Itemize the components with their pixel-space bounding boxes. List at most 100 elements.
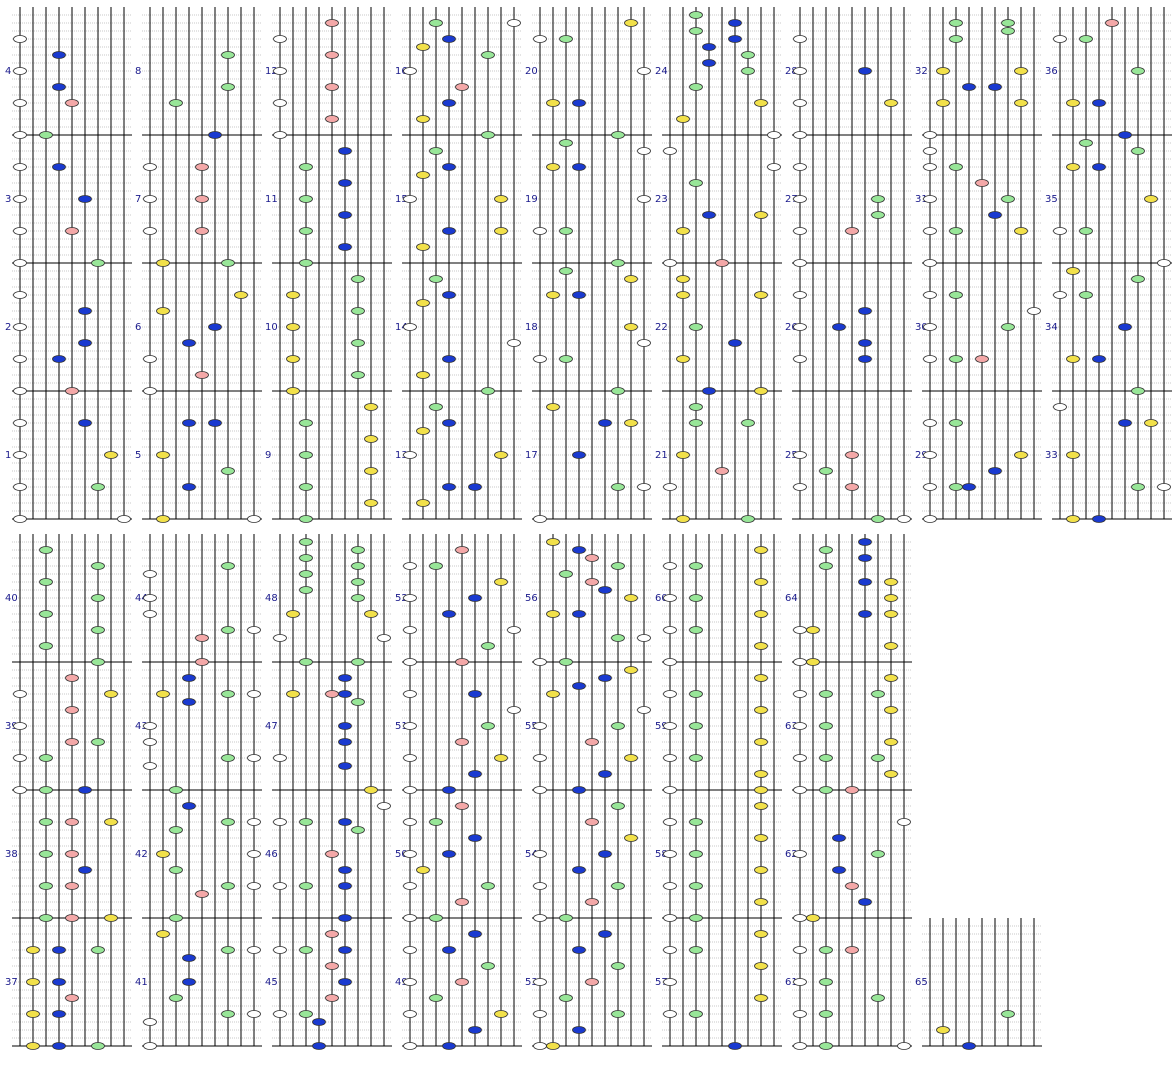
note xyxy=(676,115,690,123)
note xyxy=(221,83,235,91)
measure-number: 33 xyxy=(1045,450,1058,461)
note xyxy=(429,147,443,155)
note xyxy=(39,546,53,554)
note xyxy=(143,738,157,746)
measure-number: 35 xyxy=(1045,194,1058,205)
note xyxy=(416,299,430,307)
note xyxy=(52,83,66,91)
note xyxy=(611,634,625,642)
measure-number: 52 xyxy=(395,593,408,604)
note xyxy=(1118,323,1132,331)
note xyxy=(52,51,66,59)
measure-number: 34 xyxy=(1045,322,1058,333)
note xyxy=(442,163,456,171)
note xyxy=(78,307,92,315)
note xyxy=(338,674,352,682)
note xyxy=(624,666,638,674)
note xyxy=(65,818,79,826)
note xyxy=(793,131,807,139)
measure: 18 xyxy=(525,263,652,395)
note xyxy=(143,570,157,578)
note xyxy=(598,770,612,778)
measure: 30 xyxy=(915,263,1042,392)
note xyxy=(208,323,222,331)
note xyxy=(949,35,963,43)
note xyxy=(923,323,937,331)
note xyxy=(338,243,352,251)
note xyxy=(611,882,625,890)
measure: 29 xyxy=(915,391,1042,523)
measure-number: 38 xyxy=(5,849,18,860)
note xyxy=(13,690,27,698)
note xyxy=(754,962,768,970)
note xyxy=(585,898,599,906)
note xyxy=(39,642,53,650)
note xyxy=(338,866,352,874)
note xyxy=(598,586,612,594)
note xyxy=(403,594,417,602)
note xyxy=(195,634,209,642)
note xyxy=(429,914,443,922)
measure: 44 xyxy=(135,534,262,666)
note xyxy=(143,1042,157,1050)
note xyxy=(533,882,547,890)
note xyxy=(949,419,963,427)
measure-number: 21 xyxy=(655,450,668,461)
note xyxy=(559,355,573,363)
note xyxy=(1066,267,1080,275)
measure: 4 xyxy=(5,7,132,139)
note xyxy=(442,99,456,107)
measure-number: 63 xyxy=(785,721,798,732)
note xyxy=(676,275,690,283)
measure: 31 xyxy=(915,135,1042,267)
note xyxy=(1079,291,1093,299)
note xyxy=(1079,227,1093,235)
note xyxy=(364,435,378,443)
measure-number: 25 xyxy=(785,450,798,461)
measure: 28 xyxy=(785,7,912,139)
note xyxy=(169,826,183,834)
note xyxy=(221,467,235,475)
note xyxy=(247,818,261,826)
note xyxy=(13,483,27,491)
note xyxy=(299,451,313,459)
note xyxy=(832,323,846,331)
note xyxy=(689,914,703,922)
note xyxy=(689,626,703,634)
note xyxy=(468,834,482,842)
note xyxy=(754,834,768,842)
measure-number: 1 xyxy=(5,450,11,461)
note xyxy=(117,515,131,523)
note xyxy=(611,722,625,730)
note xyxy=(533,658,547,666)
note xyxy=(13,99,27,107)
measure: 54 xyxy=(525,790,652,922)
note xyxy=(1066,99,1080,107)
note xyxy=(559,227,573,235)
note xyxy=(468,483,482,491)
note xyxy=(442,483,456,491)
note xyxy=(819,722,833,730)
note xyxy=(455,738,469,746)
note xyxy=(273,99,287,107)
note xyxy=(793,35,807,43)
note xyxy=(624,754,638,762)
note xyxy=(676,451,690,459)
note xyxy=(39,131,53,139)
measure: 37 xyxy=(5,918,132,1050)
note xyxy=(455,802,469,810)
note xyxy=(338,882,352,890)
note xyxy=(273,754,287,762)
note xyxy=(442,291,456,299)
note xyxy=(52,978,66,986)
note xyxy=(572,1026,586,1034)
note xyxy=(429,994,443,1002)
note xyxy=(247,515,261,523)
note xyxy=(702,211,716,219)
note xyxy=(273,882,287,890)
note xyxy=(13,131,27,139)
note xyxy=(39,914,53,922)
note xyxy=(1014,99,1028,107)
note xyxy=(923,515,937,523)
note xyxy=(884,738,898,746)
